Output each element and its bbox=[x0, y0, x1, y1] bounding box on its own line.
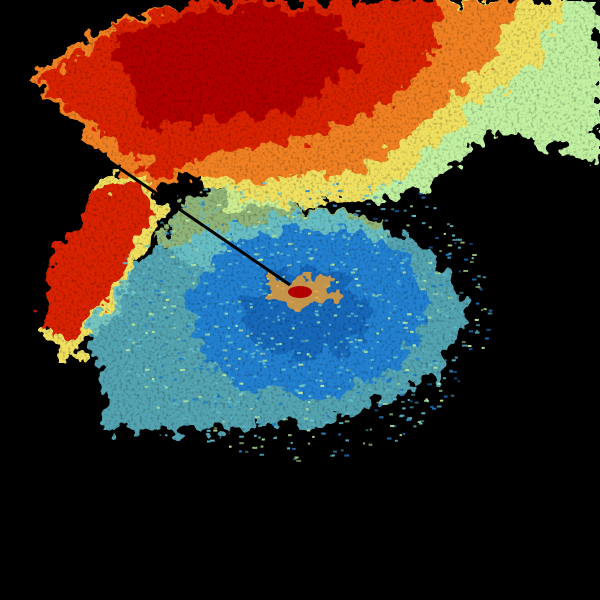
ground-clutter-center bbox=[262, 278, 338, 306]
